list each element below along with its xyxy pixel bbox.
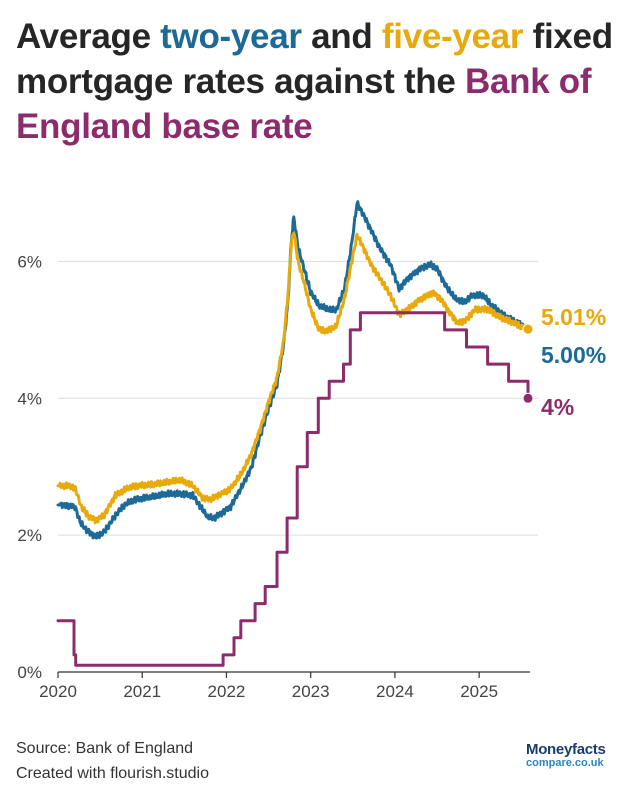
footer: Source: Bank of England Created with flo…	[16, 736, 209, 786]
x-tick-label: 2021	[123, 682, 161, 701]
y-axis-ticks: 0% 2% 4% 6%	[17, 252, 42, 682]
end-label-0: 5.00%	[541, 342, 606, 368]
x-tick-label: 2024	[376, 682, 414, 701]
logo-line1: Moneyfacts	[526, 741, 606, 758]
source-note: Source: Bank of England	[16, 740, 194, 757]
y-tick-label: 0%	[17, 663, 42, 682]
chart-title: Average two-year and five-year fixed mor…	[16, 17, 613, 146]
end-label-2: 4%	[541, 394, 574, 420]
series-line-0	[56, 200, 530, 540]
title-five-year: five-year	[381, 17, 524, 56]
x-tick-label: 2022	[208, 682, 246, 701]
x-tick-label: 2020	[39, 682, 77, 701]
x-axis: 2020 2021 2022 2023 2024 2025	[39, 671, 530, 701]
x-tick-label: 2023	[292, 682, 330, 701]
end-labels: 5.00% 5.01% 4%	[522, 304, 606, 420]
y-tick-label: 4%	[17, 389, 42, 408]
end-point-2	[522, 392, 534, 404]
series-line-2	[56, 311, 530, 667]
credit-note[interactable]: Created with flourish.studio	[16, 765, 209, 782]
series-lines	[56, 200, 530, 667]
end-label-1: 5.01%	[541, 304, 606, 330]
moneyfacts-logo: Moneyfacts compare.co.uk	[526, 742, 614, 769]
y-tick-label: 2%	[17, 526, 42, 545]
x-tick-label: 2025	[460, 682, 498, 701]
y-tick-label: 6%	[17, 252, 42, 271]
title-base-rate: Bank of England base rate	[16, 62, 592, 146]
series-line-1	[56, 231, 530, 525]
end-point-1	[522, 323, 534, 335]
logo-line2: compare.co.uk	[526, 757, 604, 769]
title-two-year: two-year	[160, 17, 302, 56]
